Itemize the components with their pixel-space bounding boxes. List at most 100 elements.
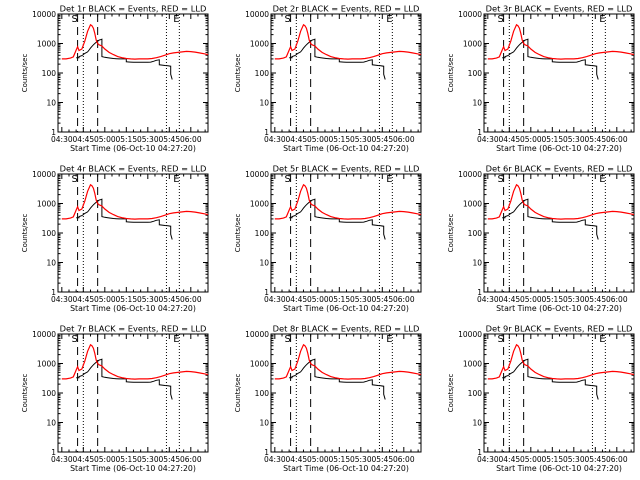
events-series-line [289,198,386,240]
x-tick-label: 05:15 [115,455,137,464]
panel-title: Det 2r BLACK = Events, RED = LLD [273,4,420,14]
plot-frame [57,333,209,453]
panel-title: Det 6r BLACK = Events, RED = LLD [486,164,633,174]
events-series-line [289,38,386,80]
y-tick-label: 10 [472,99,482,108]
y-tick-label: 1000 [463,200,482,209]
x-axis-title: Start Time (06-Oct-10 04:27:20) [496,464,622,473]
y-tick-label: 10 [46,99,56,108]
panel-title: Det 7r BLACK = Events, RED = LLD [60,324,207,334]
y-tick-label: 1000 [37,40,56,49]
x-tick-label: 05:15 [328,455,350,464]
x-tick-label: 05:30 [563,455,585,464]
lld-series-line [274,183,422,220]
y-tick-label: 1000 [250,360,269,369]
x-tick-label: 05:00 [520,135,542,144]
marker-label: S [498,14,504,25]
y-tick-label: 100 [468,69,483,78]
x-axis-title: Start Time (06-Oct-10 04:27:20) [496,144,622,153]
events-series-line [76,198,173,240]
x-tick-label: 06:00 [180,455,202,464]
x-tick-label: 05:45 [584,295,606,304]
x-axis-title: Start Time (06-Oct-10 04:27:20) [70,304,196,313]
x-tick-label: 05:15 [541,295,563,304]
y-tick-label: 1000 [250,200,269,209]
panel-title: Det 9r BLACK = Events, RED = LLD [486,324,633,334]
x-tick-label: 04:30 [264,455,286,464]
y-tick-label: 1000 [463,360,482,369]
x-tick-label: 05:30 [137,135,159,144]
panel-det-3r: Det 3r BLACK = Events, RED = LLD 1 10 100 10… [447,4,635,153]
marker-label: S [72,174,78,185]
lld-series-line [61,23,209,60]
y-tick-label: 10 [259,419,269,428]
marker-label: E [386,334,392,345]
y-tick-label: 10000 [458,170,482,179]
x-tick-label: 04:45 [73,295,95,304]
panel-det-1r: Det 1r BLACK = Events, RED = LLD 1 10 100 10… [21,4,209,153]
x-axis-title: Start Time (06-Oct-10 04:27:20) [283,144,409,153]
y-tick-label: 100 [255,389,270,398]
x-axis-title: Start Time (06-Oct-10 04:27:20) [496,304,622,313]
x-tick-label: 04:30 [51,295,73,304]
y-tick-label: 1 [51,128,56,137]
y-tick-label: 1000 [37,200,56,209]
y-tick-label: 10000 [32,170,56,179]
x-tick-label: 05:45 [371,135,393,144]
panel-det-9r: Det 9r BLACK = Events, RED = LLD 1 10 100 10… [447,324,635,473]
x-tick-label: 04:45 [286,135,308,144]
x-tick-label: 04:30 [51,135,73,144]
x-tick-label: 05:15 [541,135,563,144]
y-tick-label: 100 [255,229,270,238]
x-tick-label: 05:00 [307,295,329,304]
x-tick-label: 05:30 [137,455,159,464]
x-tick-label: 05:30 [350,135,372,144]
y-tick-label: 10 [472,419,482,428]
x-tick-label: 05:45 [584,455,606,464]
x-axis-title: Start Time (06-Oct-10 04:27:20) [283,464,409,473]
plot-frame [270,333,422,453]
x-tick-label: 05:00 [307,135,329,144]
x-tick-label: 05:15 [328,295,350,304]
x-tick-label: 06:00 [180,135,202,144]
y-tick-label: 10000 [32,10,56,19]
x-tick-label: 05:30 [350,455,372,464]
x-tick-label: 06:00 [180,295,202,304]
lld-series-line [487,23,635,60]
x-tick-label: 04:45 [73,135,95,144]
y-tick-label: 10 [46,259,56,268]
lld-series-line [61,343,209,380]
marker-label: E [173,174,179,185]
panel-title: Det 8r BLACK = Events, RED = LLD [273,324,420,334]
x-tick-label: 06:00 [606,295,628,304]
y-axis-title: Counts/sec [234,374,242,413]
panel-det-4r: Det 4r BLACK = Events, RED = LLD 1 10 100 10… [21,164,209,313]
marker-label: S [285,334,291,345]
x-tick-label: 05:00 [94,135,116,144]
x-tick-label: 04:30 [51,455,73,464]
x-tick-label: 05:45 [158,135,180,144]
y-tick-label: 10000 [458,10,482,19]
events-series-line [502,358,599,400]
panel-title: Det 1r BLACK = Events, RED = LLD [60,4,207,14]
y-tick-label: 1 [477,448,482,457]
x-tick-label: 06:00 [606,455,628,464]
x-tick-label: 05:45 [158,295,180,304]
panel-det-8r: Det 8r BLACK = Events, RED = LLD 1 10 100 10… [234,324,422,473]
lld-series-line [487,183,635,220]
panel-title: Det 3r BLACK = Events, RED = LLD [486,4,633,14]
y-tick-label: 10000 [32,330,56,339]
y-tick-label: 1000 [463,40,482,49]
y-axis-title: Counts/sec [234,54,242,93]
plot-frame [57,13,209,133]
x-tick-label: 04:45 [499,135,521,144]
y-tick-label: 10000 [245,170,269,179]
x-tick-label: 06:00 [393,455,415,464]
x-tick-label: 05:00 [94,455,116,464]
x-axis-title: Start Time (06-Oct-10 04:27:20) [283,304,409,313]
x-tick-label: 05:30 [563,135,585,144]
x-tick-label: 04:30 [477,455,499,464]
events-series-line [502,198,599,240]
x-tick-label: 04:45 [499,295,521,304]
